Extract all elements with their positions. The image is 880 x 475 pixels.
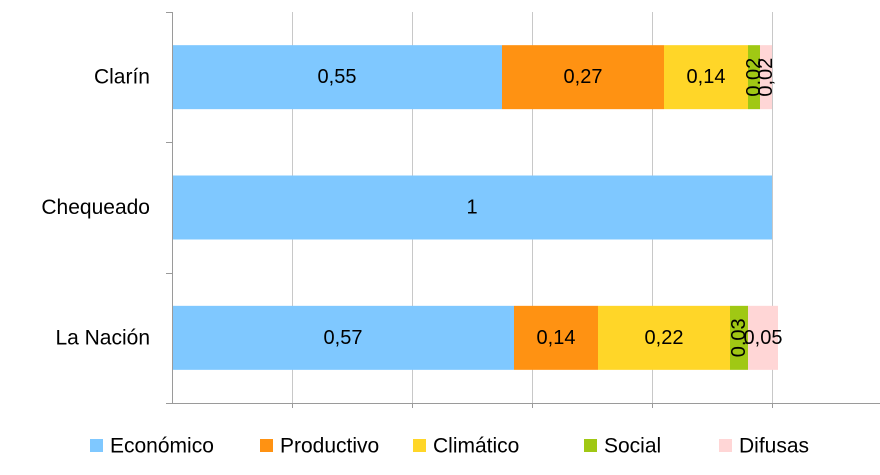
data-label: 0,14 xyxy=(687,66,726,88)
data-label: 1 xyxy=(466,197,477,219)
data-label: 0,22 xyxy=(645,327,684,349)
legend-swatch xyxy=(90,439,103,452)
legend-label: Climático xyxy=(433,435,519,458)
legend-label: Difusas xyxy=(739,435,809,458)
data-label: 0,55 xyxy=(318,66,357,88)
category-label: Clarín xyxy=(94,66,150,89)
category-label: Chequeado xyxy=(41,196,150,219)
legend-swatch xyxy=(584,439,597,452)
legend-label: Social xyxy=(604,435,661,458)
legend-swatch xyxy=(260,439,273,452)
data-label: 0,57 xyxy=(324,327,363,349)
category-label: La Nación xyxy=(55,326,150,349)
data-label: 0,05 xyxy=(744,327,783,349)
data-label: 0,27 xyxy=(564,66,603,88)
legend-label: Económico xyxy=(110,435,214,458)
legend: Económico Productivo Climático Social Difusa… xyxy=(90,435,809,458)
legend-label: Productivo xyxy=(280,435,379,458)
data-label: 0,14 xyxy=(537,327,576,349)
legend-swatch xyxy=(413,439,426,452)
data-label: 0,02 xyxy=(755,58,777,97)
legend-swatch xyxy=(719,439,732,452)
